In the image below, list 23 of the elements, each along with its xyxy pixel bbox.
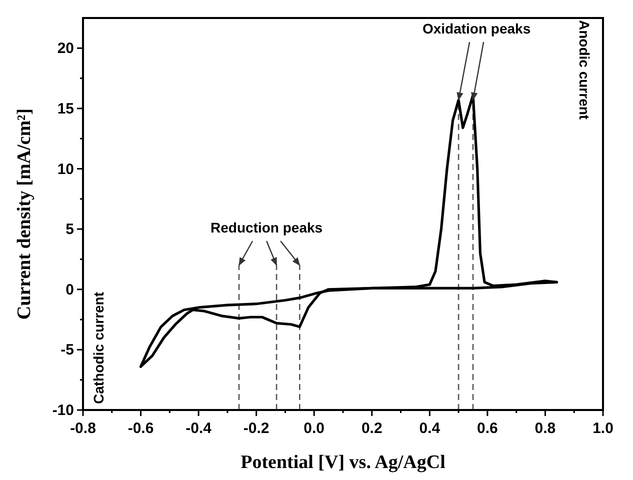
annotation: Oxidation peaks	[422, 20, 531, 36]
x-tick-label: -0.2	[243, 420, 270, 437]
y-tick-label: 10	[57, 160, 74, 178]
y-tick-label: 5	[66, 221, 74, 238]
annotation: Reduction peaks	[210, 219, 323, 236]
x-tick-label: -0.6	[128, 420, 154, 437]
y-axis-title: Current density [mA/cm²]	[14, 108, 35, 320]
x-tick-label: -0.8	[70, 420, 96, 437]
y-tick-label: -5	[60, 342, 74, 359]
x-tick-label: 0.6	[477, 420, 498, 437]
x-tick-label: -0.4	[186, 420, 212, 437]
annotation: Anodic current	[576, 20, 592, 120]
y-tick-label: -10	[52, 402, 74, 419]
annotation: Cathodic current	[90, 292, 107, 404]
x-tick-label: 0.4	[419, 420, 441, 437]
x-tick-label: 0.0	[304, 420, 325, 437]
y-tick-label: 20	[57, 40, 74, 58]
y-tick-label: 15	[57, 100, 74, 118]
x-tick-label: 0.8	[534, 420, 556, 437]
x-tick-label: 0.2	[361, 420, 382, 437]
x-axis-title: Potential [V] vs. Ag/AgCl	[240, 452, 446, 473]
x-tick-label: 1.0	[592, 420, 614, 437]
y-tick-label: 0	[66, 281, 74, 298]
